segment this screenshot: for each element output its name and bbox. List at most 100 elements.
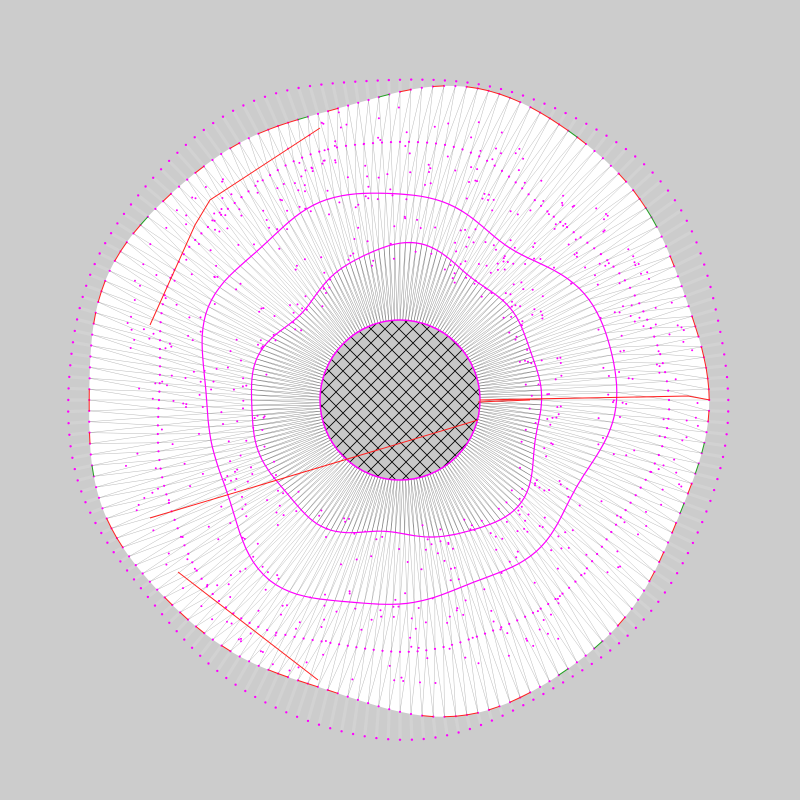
interior-dot — [673, 458, 676, 461]
boundary-dot — [212, 121, 215, 125]
vertex-dot — [585, 567, 589, 570]
vertex-dot — [629, 501, 632, 504]
interior-dot — [562, 224, 565, 227]
interior-dot — [212, 380, 215, 383]
interior-dot — [617, 566, 620, 569]
vertex-dot — [371, 142, 375, 145]
interior-dot — [479, 149, 482, 152]
interior-dot — [584, 266, 587, 269]
vertex-dot — [538, 685, 542, 689]
interior-dot — [508, 560, 511, 563]
interior-dot — [271, 663, 274, 666]
interior-dot — [506, 261, 509, 263]
boundary-dot — [242, 104, 245, 107]
contour-fragment — [97, 291, 102, 303]
interior-dot — [333, 144, 336, 147]
interior-dot — [402, 680, 405, 682]
interior-dot — [662, 418, 665, 421]
vertex-dot — [684, 295, 687, 298]
contour-fragment — [645, 207, 652, 218]
interior-dot — [658, 365, 661, 368]
vertex-dot — [158, 458, 161, 462]
interior-dot — [548, 489, 551, 491]
interior-dot — [221, 178, 224, 181]
interior-dot — [125, 464, 127, 467]
interior-dot — [505, 520, 508, 523]
interior-dot — [685, 436, 688, 439]
boundary-dot — [199, 654, 202, 657]
interior-dot — [186, 558, 189, 561]
interior-dot — [595, 207, 598, 210]
contour-fragment — [558, 123, 569, 132]
vertex-dot — [187, 552, 190, 555]
interior-dot — [603, 218, 605, 221]
interior-dot — [492, 198, 495, 201]
interior-dot — [234, 488, 237, 491]
interior-dot — [596, 283, 599, 286]
boundary-dot — [68, 433, 71, 436]
vertex-dot — [568, 586, 571, 589]
boundary-dot — [705, 510, 708, 513]
interior-dot — [404, 592, 407, 595]
interior-dot — [354, 607, 357, 610]
vertex-dot — [301, 156, 304, 159]
interior-dot — [658, 371, 661, 374]
interior-dot — [567, 243, 570, 246]
interior-dot — [682, 340, 685, 343]
contour-fragment — [91, 465, 95, 477]
vertex-dot — [475, 635, 478, 638]
interior-dot — [554, 223, 557, 226]
boundary-dot — [532, 98, 535, 101]
interior-dot — [522, 288, 525, 291]
vertex-dot — [416, 141, 420, 144]
boundary-dot — [675, 572, 679, 575]
vertex-dot — [586, 241, 589, 244]
interior-dot — [263, 445, 266, 448]
vertex-dot — [211, 592, 214, 596]
interior-dot — [220, 208, 223, 210]
contour-fragment — [593, 640, 603, 649]
interior-dot — [638, 316, 641, 319]
boundary-dot — [680, 209, 683, 212]
interior-dot — [133, 299, 136, 301]
interior-dot — [175, 209, 178, 212]
interior-dot — [262, 307, 265, 310]
interior-dot — [344, 520, 347, 523]
interior-dot — [646, 271, 649, 274]
boundary-dot — [78, 306, 81, 310]
vertex-dot — [156, 441, 160, 444]
vertex-dot — [108, 269, 111, 272]
vertex-dot — [248, 621, 251, 625]
vertex-dot — [443, 143, 447, 146]
boundary-dot — [599, 656, 603, 659]
interior-dot — [529, 209, 532, 212]
interior-dot — [292, 311, 295, 314]
interior-dot — [257, 343, 259, 346]
interior-dot — [289, 304, 291, 307]
interior-dot — [696, 402, 699, 404]
interior-dot — [541, 526, 544, 528]
boundary-dot — [542, 692, 545, 696]
interior-dot — [297, 490, 300, 493]
interior-dot — [294, 328, 297, 331]
interior-dot — [305, 308, 308, 311]
vertex-dot — [469, 151, 472, 154]
interior-dot — [211, 618, 214, 621]
vertex-dot — [194, 238, 197, 242]
interior-dot — [424, 548, 427, 551]
interior-dot — [424, 621, 427, 624]
interior-dot — [182, 587, 184, 590]
interior-dot — [502, 316, 505, 319]
interior-dot — [539, 310, 542, 313]
vertex-dot — [364, 647, 367, 650]
boundary-dot — [387, 738, 390, 741]
vertex-dot — [623, 279, 627, 282]
boundary-dot — [365, 79, 368, 83]
interior-dot — [229, 574, 232, 577]
interior-dot — [273, 460, 275, 463]
interior-dot — [419, 681, 421, 684]
interior-dot — [246, 480, 249, 483]
vertex-dot — [160, 312, 163, 315]
interior-dot — [553, 227, 556, 230]
contour-fragment — [258, 129, 269, 135]
